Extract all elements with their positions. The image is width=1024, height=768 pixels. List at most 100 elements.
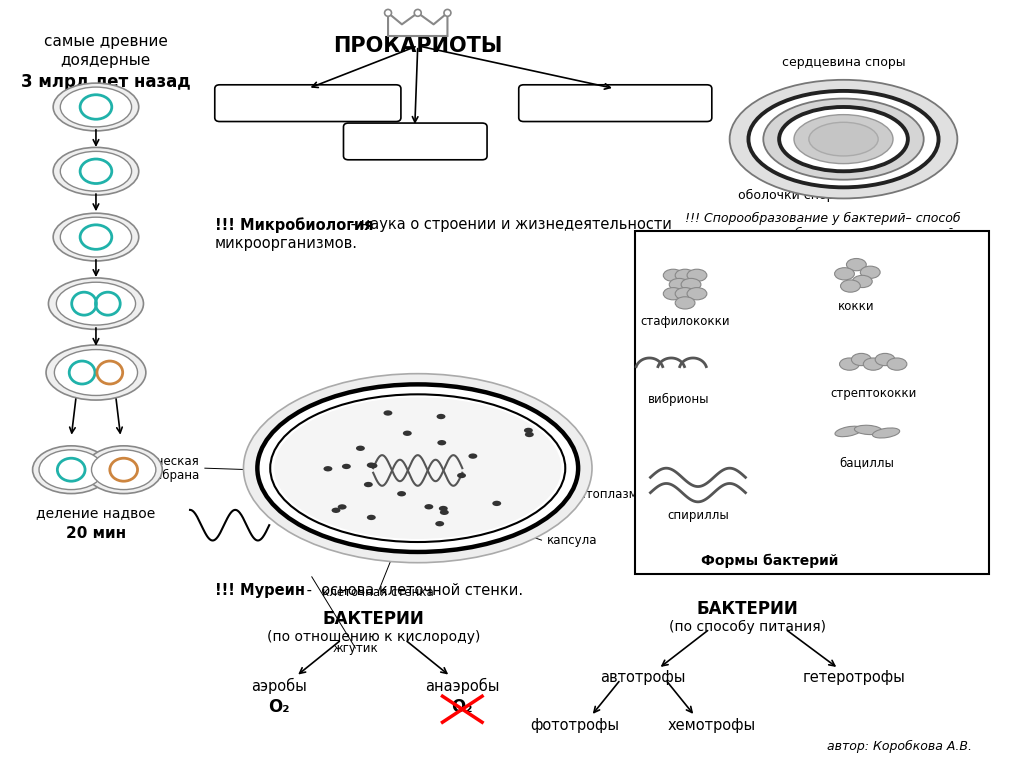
Ellipse shape xyxy=(687,270,707,281)
Ellipse shape xyxy=(53,214,138,261)
Ellipse shape xyxy=(424,504,433,509)
Ellipse shape xyxy=(439,506,447,511)
Ellipse shape xyxy=(687,287,707,300)
Text: 3 млрд лет назад: 3 млрд лет назад xyxy=(22,73,190,91)
Ellipse shape xyxy=(794,114,893,164)
Text: самые древние: самые древние xyxy=(44,34,168,48)
FancyBboxPatch shape xyxy=(215,84,401,121)
Ellipse shape xyxy=(257,384,579,552)
Ellipse shape xyxy=(436,414,445,419)
Text: БАКТЕРИИ: БАКТЕРИИ xyxy=(323,610,424,627)
Ellipse shape xyxy=(60,151,132,191)
Text: -  основа клеточной стенки.: - основа клеточной стенки. xyxy=(302,583,523,598)
Ellipse shape xyxy=(664,287,683,300)
FancyBboxPatch shape xyxy=(343,123,487,160)
Text: - наука о строении и жизнедеятельности: - наука о строении и жизнедеятельности xyxy=(346,217,673,232)
Text: автотрофы: автотрофы xyxy=(600,670,685,685)
Ellipse shape xyxy=(342,464,351,469)
Ellipse shape xyxy=(525,432,534,437)
Ellipse shape xyxy=(440,510,449,515)
Ellipse shape xyxy=(730,80,957,198)
Ellipse shape xyxy=(60,87,132,127)
Ellipse shape xyxy=(457,473,466,478)
Ellipse shape xyxy=(847,259,866,271)
Text: !!! Микробиология: !!! Микробиология xyxy=(215,217,374,233)
Text: кокки: кокки xyxy=(838,300,874,313)
Ellipse shape xyxy=(675,287,695,300)
Ellipse shape xyxy=(270,394,565,542)
Text: О₂: О₂ xyxy=(268,698,290,716)
Text: ПРОКАРИОТЫ: ПРОКАРИОТЫ xyxy=(333,36,503,56)
Text: Архебактерии: Архебактерии xyxy=(365,135,465,148)
Text: цитоплазма: цитоплазма xyxy=(571,488,646,501)
Text: БАКТЕРИИ: БАКТЕРИИ xyxy=(696,600,799,617)
Ellipse shape xyxy=(872,428,900,438)
Ellipse shape xyxy=(681,278,700,290)
Ellipse shape xyxy=(809,122,879,156)
Text: капсула: капсула xyxy=(547,534,597,547)
Ellipse shape xyxy=(53,147,138,195)
Text: цитоплазматическая
мембрана: цитоплазматическая мембрана xyxy=(69,454,200,482)
Ellipse shape xyxy=(493,501,501,506)
Ellipse shape xyxy=(863,358,883,370)
Ellipse shape xyxy=(840,358,859,370)
Ellipse shape xyxy=(33,446,110,494)
Ellipse shape xyxy=(749,91,939,187)
Ellipse shape xyxy=(324,466,333,472)
Ellipse shape xyxy=(48,278,143,329)
Text: стрептококки: стрептококки xyxy=(830,387,916,400)
Ellipse shape xyxy=(56,282,135,325)
Text: (по способу питания): (по способу питания) xyxy=(669,620,826,634)
Text: !!! Спорообразование у бактерий– способ
переживания неблагоприятных условий.: !!! Спорообразование у бактерий– способ … xyxy=(685,212,961,240)
Ellipse shape xyxy=(860,266,881,278)
Ellipse shape xyxy=(887,358,907,370)
Ellipse shape xyxy=(841,280,860,292)
Text: Формы бактерий: Формы бактерий xyxy=(700,553,838,568)
Ellipse shape xyxy=(675,296,695,309)
Ellipse shape xyxy=(675,270,695,281)
Ellipse shape xyxy=(367,462,376,468)
Ellipse shape xyxy=(851,353,871,366)
Ellipse shape xyxy=(356,445,365,451)
Ellipse shape xyxy=(338,505,346,510)
Ellipse shape xyxy=(835,426,862,437)
Text: клеточная стенка: клеточная стенка xyxy=(323,586,434,598)
Ellipse shape xyxy=(39,450,103,490)
Ellipse shape xyxy=(524,428,532,433)
Text: жгутик: жгутик xyxy=(333,641,378,654)
Ellipse shape xyxy=(852,276,872,287)
Text: Настоящие бактерии: Настоящие бактерии xyxy=(233,97,383,110)
Ellipse shape xyxy=(876,353,895,366)
Text: вибрионы: вибрионы xyxy=(647,393,709,406)
Text: спириллы: спириллы xyxy=(667,509,729,522)
Text: !!! Муреин: !!! Муреин xyxy=(215,583,305,598)
Text: оболочки споры: оболочки споры xyxy=(738,189,844,202)
Text: микроорганизмов.: микроорганизмов. xyxy=(215,237,357,251)
Ellipse shape xyxy=(437,440,446,445)
Ellipse shape xyxy=(670,278,689,290)
Ellipse shape xyxy=(383,410,392,415)
FancyBboxPatch shape xyxy=(519,84,712,121)
Ellipse shape xyxy=(53,83,138,131)
Text: автор: Коробкова А.В.: автор: Коробкова А.В. xyxy=(827,740,972,753)
Ellipse shape xyxy=(435,521,444,526)
Ellipse shape xyxy=(397,491,407,496)
Text: анаэробы: анаэробы xyxy=(425,678,500,694)
Ellipse shape xyxy=(244,374,592,563)
Text: хемотрофы: хемотрофы xyxy=(668,717,756,733)
Ellipse shape xyxy=(468,453,477,458)
Text: аэробы: аэробы xyxy=(251,678,307,694)
Ellipse shape xyxy=(779,107,908,171)
Text: Оксифотобактерии: Оксифотобактерии xyxy=(547,97,683,110)
Text: стафилококки: стафилококки xyxy=(640,315,730,328)
Ellipse shape xyxy=(54,349,137,396)
Text: рибосомы: рибосомы xyxy=(451,402,512,415)
Text: бациллы: бациллы xyxy=(839,456,894,469)
Text: деление надвое: деление надвое xyxy=(36,506,156,521)
Text: 20 мин: 20 мин xyxy=(66,525,126,541)
Bar xyxy=(635,231,989,574)
Ellipse shape xyxy=(60,217,132,257)
Text: гетеротрофы: гетеротрофы xyxy=(803,670,906,685)
Ellipse shape xyxy=(415,9,421,16)
Text: доядерные: доядерные xyxy=(60,54,151,68)
